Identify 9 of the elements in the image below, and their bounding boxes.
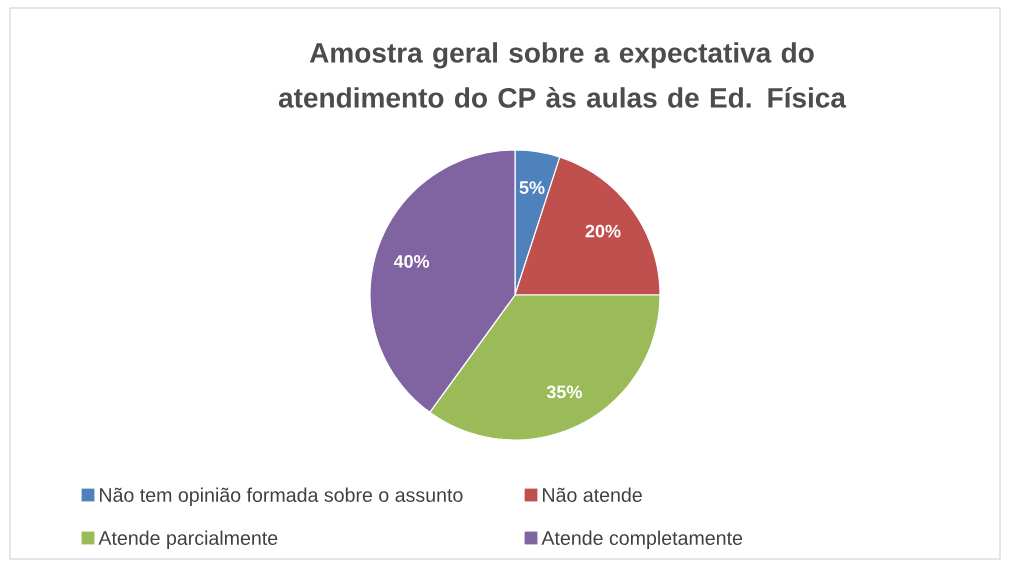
legend-label: Atende parcialmente xyxy=(98,530,278,549)
data-label: 20% xyxy=(585,224,621,238)
data-label: 5% xyxy=(519,181,545,194)
legend-label: Atende completamente xyxy=(541,530,743,549)
legend-label: Não atende xyxy=(543,487,642,502)
data-label: 40% xyxy=(393,255,430,268)
chart-title: Amostra geral sobre a expectativa do atendimento do CP às aulas de Ed. Física xyxy=(278,42,847,108)
data-label: 35% xyxy=(546,385,582,399)
legend-label: Não tem opinião formada sobre o assunto xyxy=(100,487,463,506)
